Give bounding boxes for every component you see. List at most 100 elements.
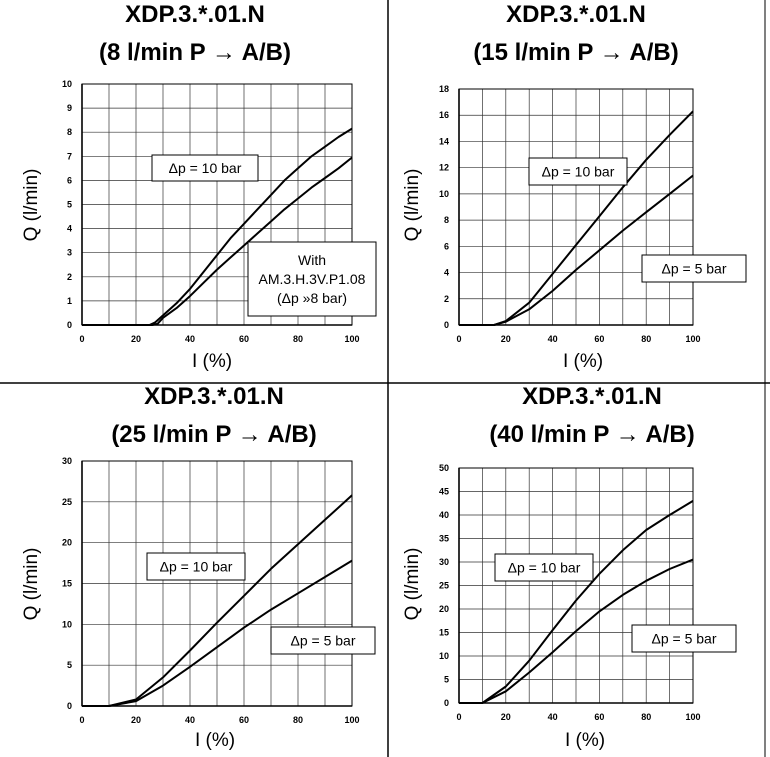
- annotation-box: [247, 241, 377, 317]
- chart-panel: XDP.3.*.01.N(15 l/min P → A/B)0 20 40 60 80 1…: [402, 1, 747, 372]
- annotation-text: Δp = 10 bar: [169, 160, 242, 176]
- series-line: [82, 127, 353, 326]
- y-tick-label: 5: [67, 660, 72, 670]
- chart-subtitle: (15 l/min P → A/B): [473, 39, 678, 66]
- y-tick-label: 8: [67, 127, 72, 137]
- y-tick-label: 4: [444, 268, 449, 278]
- chart-panel: XDP.3.*.01.N (40 l/min P → A/B) 0 20 40 60 80 1…: [402, 383, 737, 751]
- y-tick-label: 16: [439, 110, 449, 120]
- x-tick-label: 80: [641, 334, 651, 344]
- y-tick-label: 10: [439, 651, 449, 661]
- annotation-box: [146, 552, 246, 581]
- y-tick-label: 6: [444, 241, 449, 251]
- annotation-text: Δp = 10 bar: [542, 164, 615, 180]
- y-tick-label: 3: [67, 248, 72, 258]
- series-line: [82, 156, 353, 326]
- x-tick-label: 80: [641, 712, 651, 722]
- x-tick-label: 100: [344, 334, 359, 344]
- y-tick-label: 9: [67, 103, 72, 113]
- chart-panel: XDP.3.*.01.N (25 l/min P → A/B) 0 20 40 60 80 1…: [21, 383, 376, 751]
- x-tick-label: 40: [548, 334, 558, 344]
- y-axis-label: Q (l/min): [402, 169, 423, 242]
- y-tick-label: 30: [62, 456, 72, 466]
- x-tick-label: 100: [344, 715, 359, 725]
- x-tick-label: 40: [548, 712, 558, 722]
- y-axis-label: Q (l/min): [21, 169, 42, 242]
- y-tick-label: 15: [62, 579, 72, 589]
- x-axis-label: I (%): [563, 351, 603, 372]
- y-tick-label: 10: [62, 79, 72, 89]
- y-tick-label: 30: [439, 557, 449, 567]
- chart-title: XDP.3.*.01.N: [522, 383, 662, 410]
- y-tick-label: 5: [67, 200, 72, 210]
- y-tick-label: 14: [439, 136, 449, 146]
- annotation-box: [270, 626, 376, 655]
- y-tick-label: 25: [439, 581, 449, 591]
- y-tick-label: 20: [62, 538, 72, 548]
- annotation-text: Δp = 5 bar: [290, 633, 355, 649]
- y-tick-label: 20: [439, 604, 449, 614]
- annotation-box: [494, 553, 594, 582]
- y-tick-label: 5: [444, 675, 449, 685]
- y-tick-label: 1: [67, 296, 72, 306]
- y-tick-label: 10: [439, 189, 449, 199]
- y-tick-label: 0: [444, 320, 449, 330]
- series-line: [459, 500, 694, 704]
- y-tick-label: 50: [439, 463, 449, 473]
- y-tick-label: 12: [439, 163, 449, 173]
- annotation-text: With: [298, 252, 326, 268]
- y-tick-label: 40: [439, 510, 449, 520]
- y-tick-label: 2: [67, 272, 72, 282]
- chart-subtitle: (25 l/min P → A/B): [111, 421, 316, 448]
- x-tick-label: 0: [79, 334, 84, 344]
- chart-title: XDP.3.*.01.N: [125, 1, 265, 28]
- annotation-box: [641, 254, 747, 283]
- x-axis-label: I (%): [195, 730, 235, 751]
- series-line: [82, 559, 353, 707]
- y-tick-label: 6: [67, 175, 72, 185]
- x-tick-label: 60: [594, 712, 604, 722]
- x-tick-label: 80: [293, 715, 303, 725]
- x-tick-label: 0: [456, 334, 461, 344]
- x-tick-label: 20: [131, 334, 141, 344]
- y-tick-label: 7: [67, 151, 72, 161]
- y-tick-label: 0: [67, 701, 72, 711]
- y-tick-label: 4: [67, 224, 72, 234]
- annotation-box: [151, 154, 259, 182]
- y-tick-label: 10: [62, 619, 72, 629]
- x-tick-label: 60: [239, 334, 249, 344]
- annotation-text: Δp = 5 bar: [651, 631, 716, 647]
- annotation-box: [631, 624, 737, 653]
- y-tick-label: 0: [444, 698, 449, 708]
- annotation-text: Δp = 10 bar: [508, 560, 581, 576]
- y-tick-label: 45: [439, 487, 449, 497]
- x-axis-label: I (%): [192, 351, 232, 372]
- series-line: [459, 174, 694, 326]
- x-tick-label: 0: [456, 712, 461, 722]
- x-tick-label: 40: [185, 715, 195, 725]
- y-tick-label: 2: [444, 294, 449, 304]
- y-tick-label: 35: [439, 534, 449, 544]
- annotation-text: Δp = 10 bar: [160, 559, 233, 575]
- x-tick-label: 80: [293, 334, 303, 344]
- annotation-text: AM.3.H.3V.P1.08: [259, 271, 366, 287]
- x-tick-label: 20: [131, 715, 141, 725]
- chart-title: XDP.3.*.01.N: [144, 383, 284, 410]
- x-tick-label: 20: [501, 334, 511, 344]
- y-axis-label: Q (l/min): [21, 548, 42, 621]
- x-tick-label: 100: [685, 712, 700, 722]
- chart-panel: XDP.3.*.01.N (8 l/min P → A/B) 0 20 40 60 80 10…: [21, 1, 377, 372]
- series-line: [82, 494, 353, 707]
- y-tick-label: 25: [62, 497, 72, 507]
- chart-subtitle: (40 l/min P → A/B): [489, 421, 694, 448]
- chart-subtitle: (8 l/min P → A/B): [99, 39, 291, 66]
- y-tick-label: 15: [439, 628, 449, 638]
- y-axis-label: Q (l/min): [402, 548, 423, 621]
- annotation-box: [528, 157, 628, 186]
- x-tick-label: 20: [501, 712, 511, 722]
- annotation-text: (Δp »8 bar): [277, 290, 347, 306]
- chart-title: XDP.3.*.01.N: [506, 1, 646, 28]
- annotation-text: Δp = 5 bar: [661, 261, 726, 277]
- x-tick-label: 40: [185, 334, 195, 344]
